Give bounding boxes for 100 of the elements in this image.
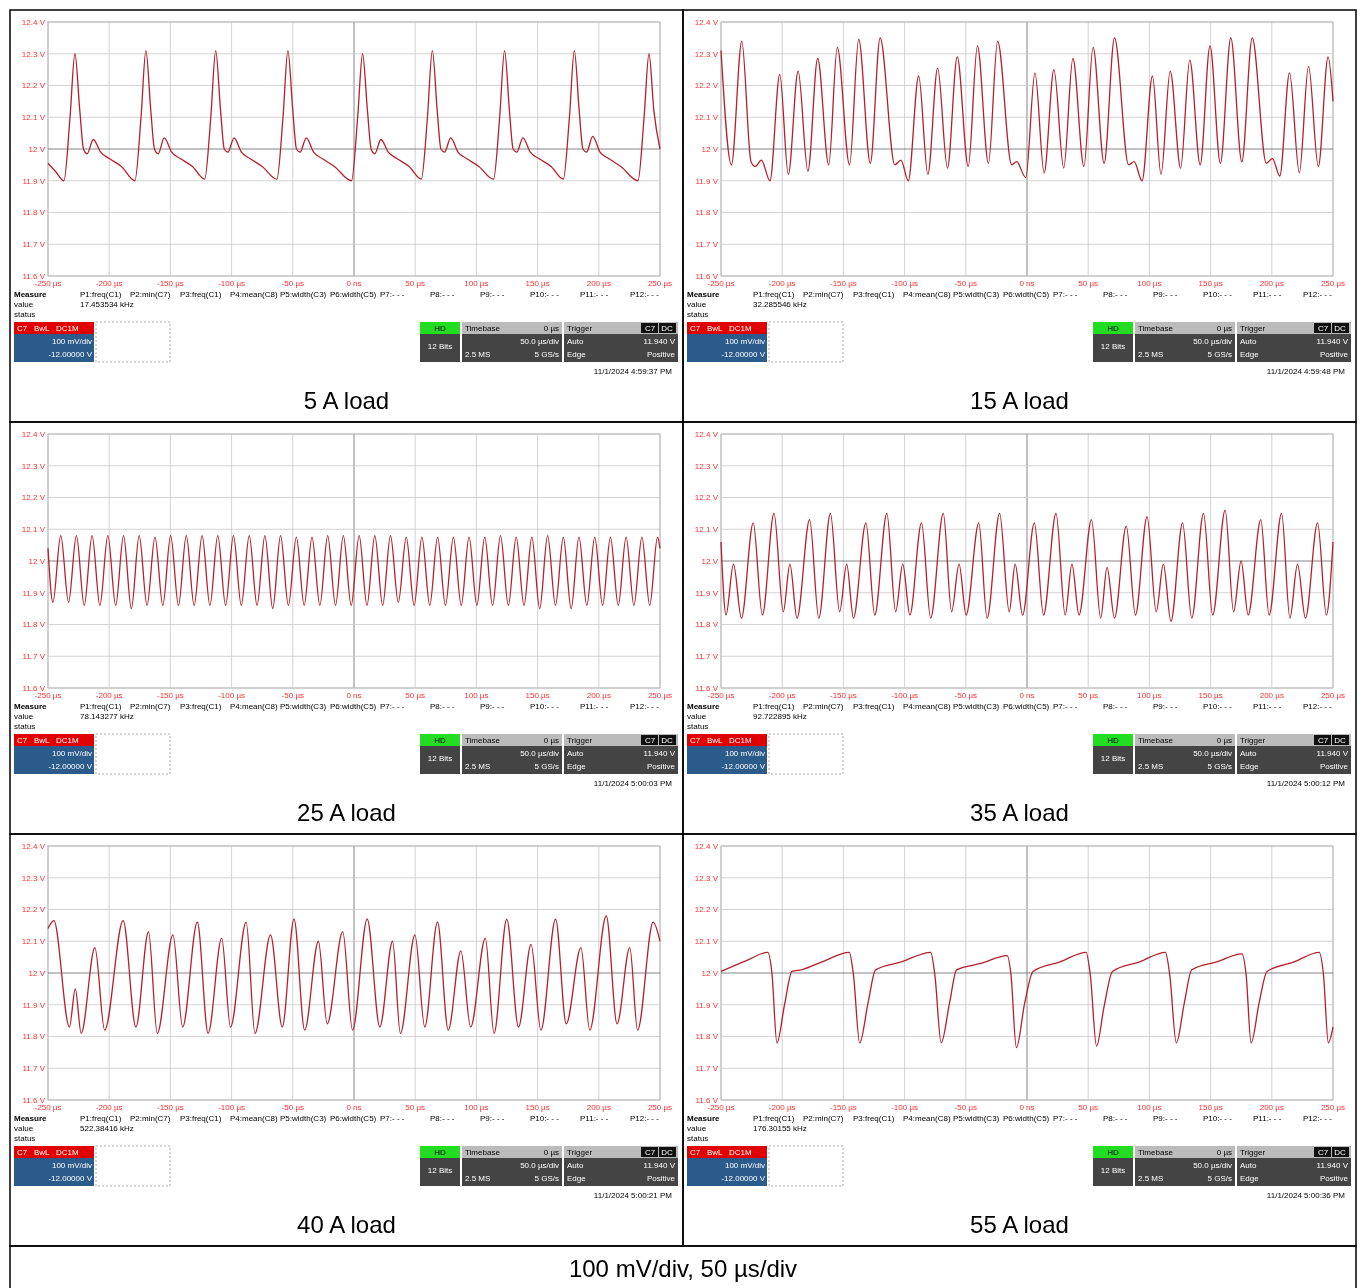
text: 100 mV/div (51, 749, 92, 758)
x-tick-label: -100 µs (891, 691, 919, 700)
x-tick-label: 150 µs (1198, 279, 1223, 288)
text: 5 GS/s (534, 762, 559, 771)
text: Positive (646, 1174, 676, 1183)
text: C7 (17, 1148, 28, 1157)
text: P8:- - - (430, 1114, 455, 1123)
text: -12.00000 V (48, 1174, 93, 1183)
text: P1:freq(C1) (753, 1114, 795, 1123)
x-tick-label: 0 ns (1019, 279, 1035, 288)
y-tick-label: 12.1 V (694, 525, 719, 535)
y-tick-label: 12.2 V (21, 905, 46, 915)
line-series (47, 915, 661, 1034)
text: 11.940 V (1316, 749, 1349, 758)
text: 92.722895 kHz (753, 712, 807, 721)
text: P12:- - - (1303, 702, 1333, 711)
text: Edge (567, 762, 587, 771)
text: Timebase (465, 324, 501, 333)
text: P11:- - - (580, 290, 609, 299)
text: P4:mean(C8) (230, 702, 278, 711)
text: C7 (17, 736, 28, 745)
y-tick-label: 12.4 V (694, 429, 719, 439)
text: -12.00000 V (48, 350, 93, 359)
text: 0 µs (1216, 1148, 1232, 1157)
text: 2.5 MS (465, 762, 491, 771)
text: HD (434, 324, 446, 333)
text: P4:mean(C8) (230, 1114, 278, 1123)
text: P11:- - - (580, 702, 609, 711)
x-tick-label: 200 µs (586, 1103, 611, 1112)
text: Positive (1319, 762, 1349, 771)
text: P6:width(C5) (1003, 1114, 1050, 1123)
text: 0 µs (543, 1148, 559, 1157)
text: HD (434, 1148, 446, 1157)
y-tick-label: 11.7 V (22, 1064, 46, 1074)
text: P11:- - - (1253, 702, 1282, 711)
text: status (14, 1134, 36, 1143)
x-tick-label: -200 µs (768, 691, 796, 700)
x-tick-label: -250 µs (34, 1103, 62, 1112)
text: P4:mean(C8) (230, 290, 278, 299)
text: HD (1107, 736, 1119, 745)
text: P5:width(C3) (280, 290, 327, 299)
text: P1:freq(C1) (80, 1114, 122, 1123)
text: P7:- - - (380, 1114, 405, 1123)
x-tick-label: -250 µs (707, 1103, 735, 1112)
y-tick-label: 12 V (28, 556, 46, 566)
y-tick-label: 12.3 V (694, 49, 719, 59)
y-tick-label: 11.7 V (695, 240, 719, 250)
x-tick-label: -250 µs (34, 691, 62, 700)
text: Measure (14, 1114, 48, 1123)
text: 11.940 V (643, 337, 676, 346)
text: C7 (644, 324, 656, 333)
text: P6:width(C5) (1003, 702, 1050, 711)
text: status (687, 310, 709, 319)
x-tick-label: -50 µs (954, 691, 977, 700)
x-tick-label: -250 µs (707, 279, 735, 288)
text: Edge (1240, 350, 1260, 359)
text: C7 (690, 324, 701, 333)
text: Measure (687, 1114, 721, 1123)
x-tick-label: 250 µs (647, 1103, 673, 1112)
text: HD (1107, 324, 1119, 333)
text: P2:min(C7) (130, 702, 171, 711)
text: DC1M (56, 736, 79, 745)
text: Measure (14, 702, 48, 711)
text: 12 Bits (427, 1166, 453, 1175)
text: C7 (690, 1148, 701, 1157)
line-series (47, 534, 661, 610)
text: 5 A load (303, 387, 390, 414)
y-tick-label: 12 V (28, 144, 46, 154)
text: Edge (1240, 762, 1260, 771)
x-tick-label: -200 µs (95, 279, 123, 288)
text: 2.5 MS (1138, 762, 1164, 771)
y-tick-label: 11.8 V (695, 1032, 719, 1042)
text: P7:- - - (380, 290, 405, 299)
text: P12:- - - (630, 290, 660, 299)
text: -12.00000 V (48, 762, 93, 771)
text: -12.00000 V (721, 762, 766, 771)
text: 100 mV/div (724, 1161, 765, 1170)
text: C7 (1317, 736, 1329, 745)
text: P10:- - - (1203, 290, 1233, 299)
text: 5 GS/s (1207, 350, 1232, 359)
text: P5:width(C3) (953, 702, 1000, 711)
text: 11/1/2024 4:59:37 PM (593, 367, 673, 376)
text: Trigger (1240, 1148, 1266, 1157)
text: P8:- - - (1103, 702, 1128, 711)
text: HD (1107, 1148, 1119, 1157)
text: 11/1/2024 5:00:03 PM (593, 779, 673, 788)
text: C7 (1317, 324, 1329, 333)
x-tick-label: 0 ns (346, 691, 362, 700)
text: 100 mV/div, 50 µs/div (568, 1255, 798, 1282)
text: 50.0 µs/div (520, 1161, 559, 1170)
x-tick-label: 200 µs (1259, 279, 1284, 288)
x-tick-label: -150 µs (156, 1103, 184, 1112)
y-tick-label: 11.8 V (22, 1032, 46, 1042)
text: P11:- - - (1253, 1114, 1282, 1123)
text: P7:- - - (1053, 702, 1078, 711)
text: P6:width(C5) (330, 290, 377, 299)
x-tick-label: -200 µs (95, 1103, 123, 1112)
x-tick-label: 150 µs (1198, 691, 1223, 700)
y-tick-label: 12.1 V (21, 525, 46, 535)
text: P3:freq(C1) (180, 702, 222, 711)
